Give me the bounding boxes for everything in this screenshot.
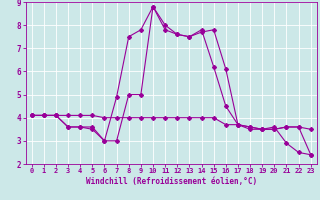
X-axis label: Windchill (Refroidissement éolien,°C): Windchill (Refroidissement éolien,°C) bbox=[86, 177, 257, 186]
